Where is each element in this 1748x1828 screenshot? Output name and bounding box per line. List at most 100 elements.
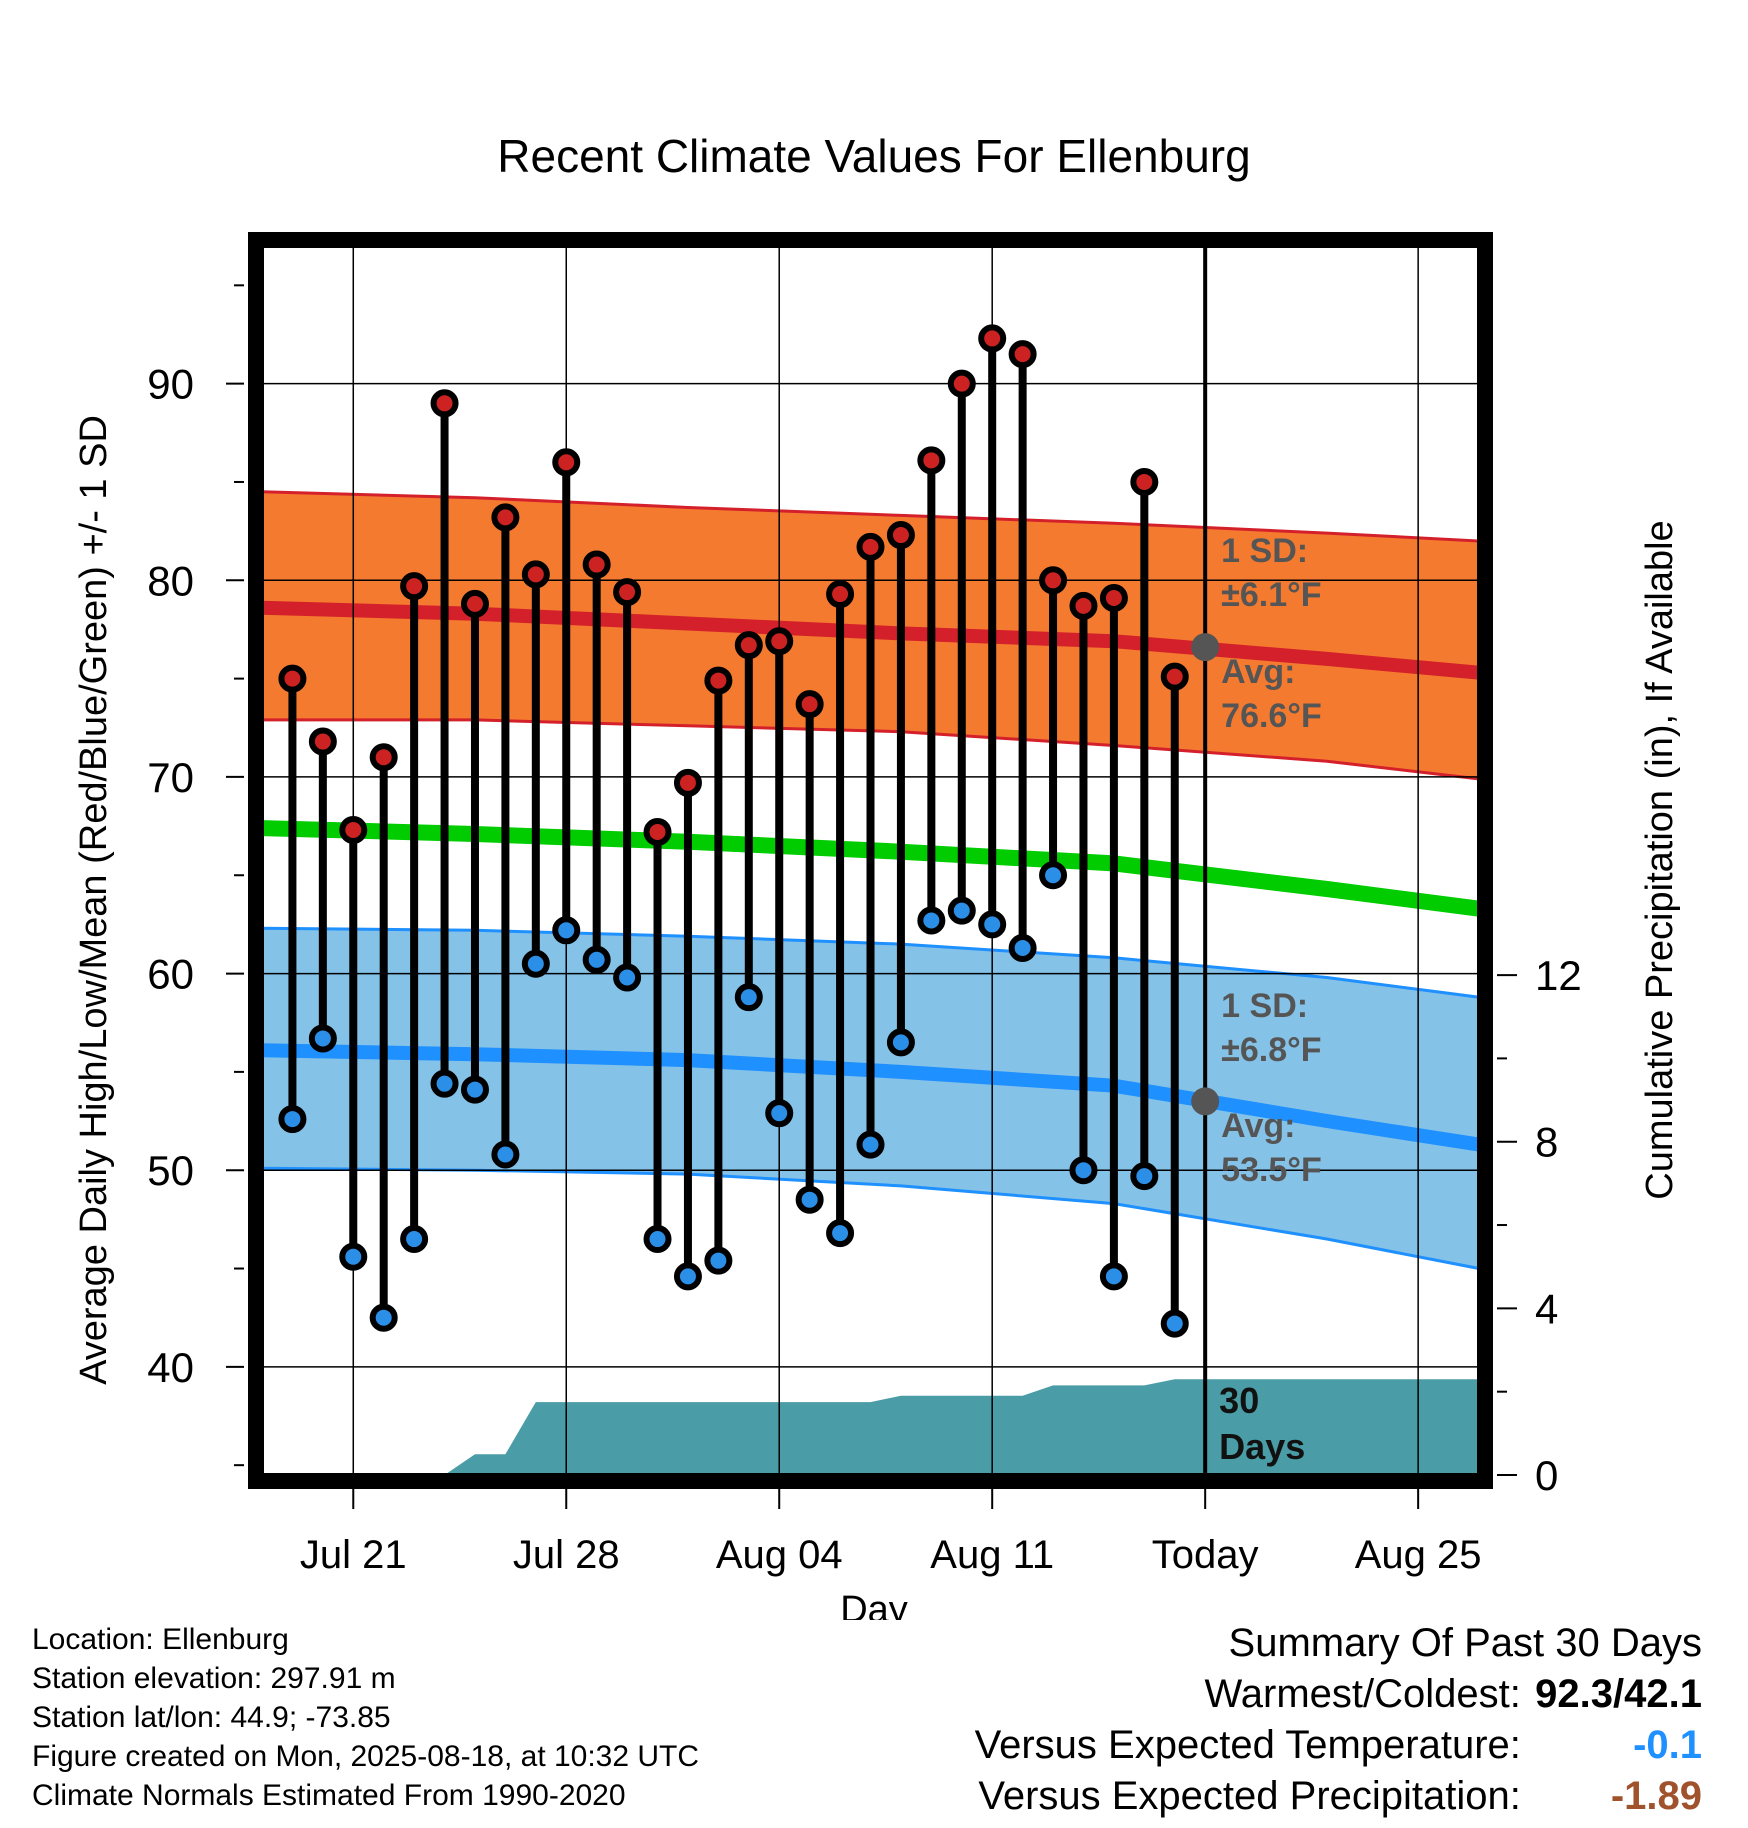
- daily-high-point: [917, 446, 946, 475]
- warm-cold-label: Warmest/Coldest:: [1204, 1672, 1521, 1716]
- station-info: Location: Ellenburg Station elevation: 2…: [32, 1620, 699, 1815]
- daily-low-point: [1099, 1262, 1128, 1291]
- daily-low-point: [339, 1242, 368, 1271]
- daily-low-point: [308, 1024, 337, 1053]
- y-tick-label: 40: [147, 1344, 194, 1391]
- daily-high-point: [673, 768, 702, 797]
- daily-high-point: [1069, 591, 1098, 620]
- daily-low-point: [704, 1246, 733, 1275]
- daily-low-point: [552, 916, 581, 945]
- daily-low-point: [917, 906, 946, 935]
- daily-high-point: [947, 369, 976, 398]
- summary-heading: Summary Of Past 30 Days: [1228, 1621, 1702, 1665]
- precip-value: -1.89: [1610, 1774, 1702, 1818]
- today-low-normal-marker: [1191, 1087, 1220, 1116]
- temp-value: -0.1: [1633, 1723, 1702, 1767]
- x-axis-label: Day: [840, 1589, 908, 1620]
- plot-frame: [248, 232, 1493, 1489]
- today-high-normal-marker: [1191, 633, 1220, 662]
- daily-high-point: [1008, 340, 1037, 369]
- daily-high-point: [886, 521, 915, 550]
- daily-high-point: [460, 589, 489, 618]
- daily-high-point: [369, 743, 398, 772]
- daily-high-point: [308, 727, 337, 756]
- high-avg-value: 76.6°F: [1221, 697, 1322, 735]
- daily-high-point: [339, 816, 368, 845]
- chart-title: Recent Climate Values For Ellenburg: [497, 130, 1250, 182]
- daily-high-point: [552, 448, 581, 477]
- daily-high-point: [1099, 583, 1128, 612]
- location-text: Location: Ellenburg: [32, 1623, 289, 1656]
- x-tick-label: Jul 28: [513, 1533, 620, 1577]
- warm-cold-value: 92.3/42.1: [1535, 1672, 1702, 1716]
- daily-high-point: [734, 631, 763, 660]
- warm-cold-row: Warmest/Coldest: 92.3/42.1: [975, 1669, 1703, 1720]
- daily-low-point: [1069, 1156, 1098, 1185]
- daily-high-point: [491, 503, 520, 532]
- daily-low-point: [369, 1303, 398, 1332]
- daily-high-point: [430, 389, 459, 418]
- daily-high-point: [400, 572, 429, 601]
- daily-low-point: [613, 963, 642, 992]
- daily-low-point: [673, 1262, 702, 1291]
- daily-high-point: [1039, 566, 1068, 595]
- y2-tick-label: 12: [1535, 952, 1582, 999]
- daily-high-point: [1130, 467, 1159, 496]
- y2-tick-label: 8: [1535, 1119, 1558, 1166]
- precip-label: Versus Expected Precipitation:: [978, 1774, 1521, 1818]
- daily-low-point: [521, 949, 550, 978]
- latlon-text: Station lat/lon: 44.9; -73.85: [32, 1701, 391, 1734]
- high-avg-label: Avg:: [1221, 653, 1295, 691]
- daily-low-point: [795, 1185, 824, 1214]
- daily-low-point: [430, 1069, 459, 1098]
- x-tick-label: Today: [1152, 1533, 1259, 1577]
- daily-low-point: [1160, 1309, 1189, 1338]
- daily-low-point: [1039, 861, 1068, 890]
- low-avg-label: Avg:: [1221, 1107, 1295, 1145]
- daily-low-point: [886, 1028, 915, 1057]
- x-tick-label: Aug 11: [930, 1533, 1054, 1577]
- daily-low-point: [947, 896, 976, 925]
- y2-axis-label: Cumulative Precipitation (in), If Availa…: [1639, 520, 1681, 1199]
- daily-high-point: [643, 817, 672, 846]
- normals-text: Climate Normals Estimated From 1990-2020: [32, 1779, 626, 1812]
- y2-tick-label: 4: [1535, 1285, 1558, 1332]
- climate-chart: Recent Climate Values For Ellenburg 1 SD…: [73, 130, 1681, 1620]
- y-tick-label: 90: [147, 361, 194, 408]
- x-tick-label: Aug 25: [1355, 1533, 1482, 1577]
- daily-high-point: [613, 578, 642, 607]
- daily-low-point: [1130, 1162, 1159, 1191]
- high-sd-label: 1 SD:: [1221, 532, 1308, 570]
- daily-low-point: [643, 1225, 672, 1254]
- low-avg-value: 53.5°F: [1221, 1151, 1322, 1189]
- y2-tick-label: 0: [1535, 1452, 1558, 1499]
- daily-high-point: [582, 550, 611, 579]
- daily-low-point: [460, 1075, 489, 1104]
- daily-high-point: [1160, 662, 1189, 691]
- daily-high-point: [856, 532, 885, 561]
- daily-low-point: [856, 1130, 885, 1159]
- daily-high-point: [826, 580, 855, 609]
- summary-panel: Summary Of Past 30 Days Warmest/Coldest:…: [975, 1618, 1702, 1822]
- daily-low-point: [765, 1099, 794, 1128]
- daily-high-point: [765, 627, 794, 656]
- daily-low-point: [582, 945, 611, 974]
- precip-row: Versus Expected Precipitation: -1.89: [975, 1771, 1702, 1822]
- daily-low-point: [278, 1105, 307, 1134]
- daily-high-point: [278, 664, 307, 693]
- daily-low-point: [1008, 934, 1037, 963]
- y-tick-label: 60: [147, 951, 194, 998]
- daily-low-point: [400, 1225, 429, 1254]
- daily-low-point: [978, 910, 1007, 939]
- high-sd-value: ±6.1°F: [1221, 576, 1321, 614]
- daily-low-point: [491, 1140, 520, 1169]
- y-tick-label: 80: [147, 557, 194, 604]
- low-sd-value: ±6.8°F: [1221, 1031, 1321, 1069]
- y-tick-label: 50: [147, 1147, 194, 1194]
- daily-low-point: [734, 983, 763, 1012]
- daily-low-point: [826, 1219, 855, 1248]
- y-tick-label: 70: [147, 754, 194, 801]
- period-number: 30: [1219, 1380, 1259, 1421]
- elevation-text: Station elevation: 297.91 m: [32, 1662, 396, 1695]
- daily-high-point: [978, 324, 1007, 353]
